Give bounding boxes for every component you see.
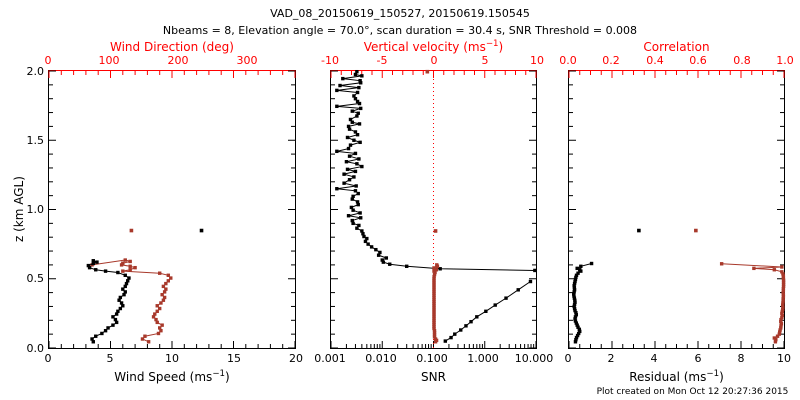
panel2-top-tick-1: -5 [376,54,388,67]
panel1-bottom-tick-1: 5 [106,352,114,365]
plot-created-footer: Plot created on Mon Oct 12 20:27:36 2015 [596,387,789,397]
panel-residual [568,70,786,349]
panel2-bottom-tick-4: 10.000 [514,352,554,365]
panel3-bottom-tick-4: 8 [737,352,745,365]
panel3-top-tick-4: 0.8 [733,54,751,67]
y-tick-label-2: 1.0 [26,203,45,216]
panel3-top-tick-1: 0.2 [602,54,620,67]
panel3-bottom-tick-0: 0 [564,352,572,365]
panel3-bottom-tick-1: 2 [607,352,615,365]
y-tick-label-4: 2.0 [26,65,45,78]
panel2-bottom-tick-1: 0.010 [365,352,397,365]
y-tick-label-0: 0.0 [26,342,45,355]
panel3-top-tick-2: 0.4 [646,54,664,67]
y-tick-label-1: 0.5 [26,272,45,285]
panel2-plot-area [330,69,537,349]
panel2-top-axis-title: Vertical velocity (ms−1) [363,39,504,54]
panel1-top-axis-title: Wind Direction (deg) [110,40,234,54]
panel3-top-axis-title: Correlation [643,40,710,54]
panel1-top-tick-2: 200 [167,54,189,67]
panel2-top-tick-0: -10 [321,54,339,67]
panel3-top-tick-3: 0.6 [689,54,707,67]
panel2-bottom-tick-2: 0.100 [416,352,448,365]
panel3-x-axis-label: Residual (ms−1) [629,369,724,384]
panel2-bottom-tick-0: 0.001 [314,352,346,365]
panel3-plot-area [568,70,786,349]
panel-wind-speed [48,70,296,349]
panel-snr [330,69,537,349]
panel1-bottom-tick-2: 10 [165,352,179,365]
panel2-top-tick-2: 0 [430,54,438,67]
panel3-top-tick-0: 0.0 [559,54,577,67]
y-tick-label-3: 1.5 [26,134,45,147]
panel1-x-axis-label: Wind Speed (ms−1) [114,369,230,384]
figure-subtitle: Nbeams = 8, Elevation angle = 70.0°, sca… [162,24,638,37]
panel3-bottom-tick-2: 4 [650,352,658,365]
panel2-top-tick-3: 5 [481,54,489,67]
figure-title: VAD_08_20150619_150527, 20150619.150545 [270,7,530,20]
panel2-top-tick-4: 10 [530,54,544,67]
panel1-bottom-tick-0: 0 [44,352,52,365]
panel3-top-tick-5: 1.0 [776,54,794,67]
panel1-plot-area [48,70,296,349]
panel1-bottom-tick-3: 15 [227,352,241,365]
panel2-x-axis-label: SNR [421,370,446,384]
panel2-bottom-tick-3: 1.000 [467,352,499,365]
panel1-top-tick-0: 0 [44,54,52,67]
panel3-bottom-tick-5: 10 [777,352,791,365]
panel1-bottom-tick-4: 20 [289,352,303,365]
panel1-top-tick-3: 300 [236,54,258,67]
panel1-top-tick-1: 100 [98,54,120,67]
panel3-bottom-tick-3: 6 [694,352,702,365]
